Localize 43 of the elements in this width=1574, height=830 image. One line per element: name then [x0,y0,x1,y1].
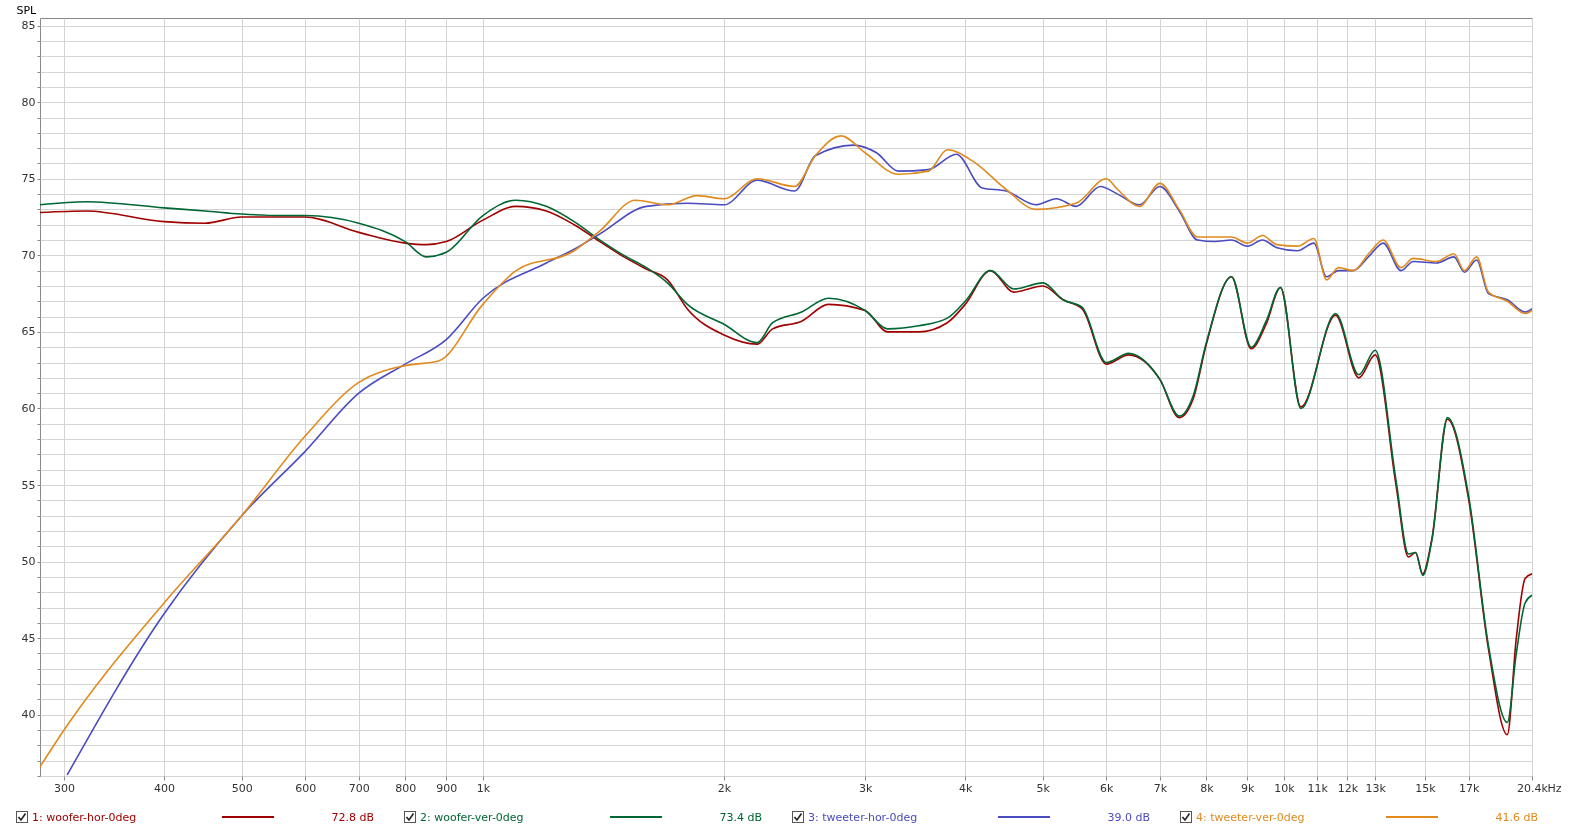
y-axis-title: SPL [16,3,38,17]
y-tick-label: 75 [21,172,36,186]
x-tick-label: 7k [1153,781,1168,795]
text: 72.8 dB [330,810,374,824]
text: 3: tweeter-hor-0deg [808,810,919,824]
x-tick-label: 3k [858,781,873,795]
y-tick-label: 70 [21,248,36,262]
x-tick-label: 20.4k [1517,781,1549,795]
x-tick-label: 11k [1307,781,1329,795]
x-axis-title: Hz [1547,781,1562,795]
text: 41.6 dB [1494,810,1538,824]
y-tick-label: 65 [21,325,36,339]
x-tick-label: 10k [1274,781,1296,795]
x-tick-label: 800 [395,781,417,795]
text: 73.4 dB [718,810,762,824]
x-tick-label: 8k [1200,781,1215,795]
y-tick-label: 60 [21,401,36,415]
x-tick-label: 500 [231,781,253,795]
x-tick-label: 5k [1036,781,1051,795]
y-tick-label: 40 [21,708,36,722]
x-tick-label: 600 [295,781,317,795]
x-tick-label: 15k [1415,781,1437,795]
y-tick-label: 55 [21,478,36,492]
x-tick-label: 900 [436,781,458,795]
y-tick-label: 85 [21,19,36,33]
x-tick-label: 400 [154,781,176,795]
text: 39.0 dB [1106,810,1150,824]
x-tick-label: 12k [1337,781,1359,795]
x-tick-label: 4k [958,781,973,795]
x-tick-label: 1k [476,781,491,795]
y-tick-label: 80 [21,95,36,109]
x-tick-label: 13k [1365,781,1387,795]
x-tick-label: 300 [54,781,75,795]
x-tick-label: 9k [1241,781,1256,795]
y-tick-label: 45 [21,631,36,645]
x-tick-label: 2k [717,781,732,795]
text: 1: woofer-hor-0deg [32,810,138,824]
x-tick-label: 700 [348,781,370,795]
x-tick-label: 6k [1100,781,1115,795]
x-tick-label: 17k [1458,781,1480,795]
y-tick-label: 50 [21,555,36,569]
text: 4: tweeter-ver-0deg [1196,810,1306,824]
text: 2: woofer-ver-0deg [420,810,525,824]
